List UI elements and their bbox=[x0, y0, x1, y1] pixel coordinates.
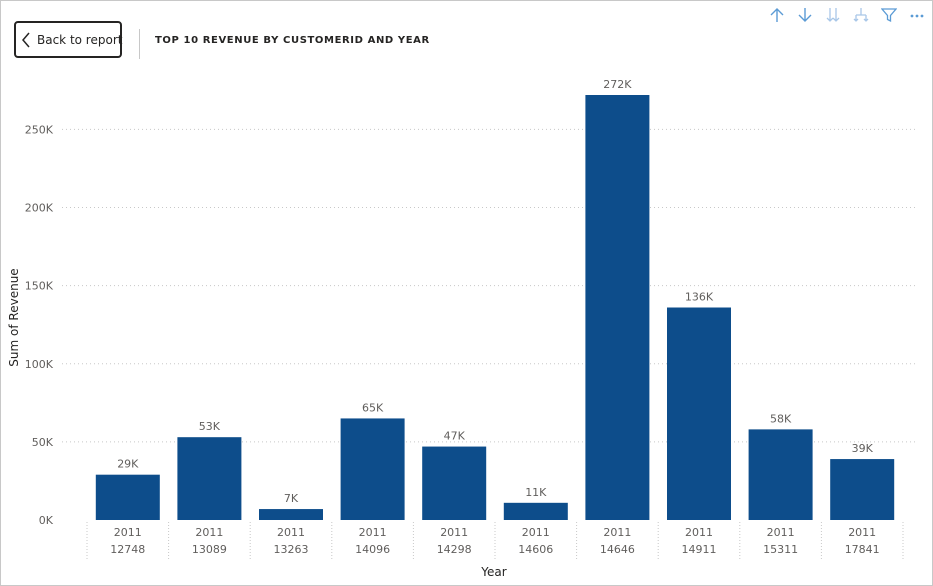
data-label: 47K bbox=[444, 430, 466, 443]
data-label: 11K bbox=[525, 486, 547, 499]
bar[interactable] bbox=[259, 509, 323, 520]
more-options-icon[interactable] bbox=[907, 5, 927, 25]
bar[interactable] bbox=[830, 459, 895, 520]
x-tick-label-customer: 14096 bbox=[355, 543, 390, 556]
data-label: 53K bbox=[199, 420, 221, 433]
bar[interactable] bbox=[503, 502, 568, 520]
visual-toolbar bbox=[759, 5, 927, 25]
visual-title: TOP 10 REVENUE BY CUSTOMERID AND YEAR bbox=[155, 35, 430, 46]
data-label: 65K bbox=[362, 401, 384, 414]
x-tick-label-year: 2011 bbox=[359, 526, 387, 539]
y-tick-label: 200K bbox=[25, 202, 54, 215]
x-tick-label-year: 2011 bbox=[114, 526, 142, 539]
x-tick-label-customer: 17841 bbox=[845, 543, 880, 556]
arrow-up-icon[interactable] bbox=[767, 5, 787, 25]
data-label: 39K bbox=[852, 442, 874, 455]
header-divider bbox=[139, 29, 140, 59]
bar[interactable] bbox=[667, 307, 731, 521]
y-tick-label: 250K bbox=[25, 123, 54, 136]
data-label: 58K bbox=[770, 412, 792, 425]
data-label: 7K bbox=[284, 492, 299, 505]
filter-icon[interactable] bbox=[879, 5, 899, 25]
arrow-down-icon[interactable] bbox=[795, 5, 815, 25]
x-tick-label-customer: 15311 bbox=[763, 543, 798, 556]
chevron-left-icon bbox=[21, 30, 31, 50]
expand-all-down-icon[interactable] bbox=[823, 5, 843, 25]
bar[interactable] bbox=[177, 437, 242, 520]
x-axis-title: Year bbox=[480, 565, 506, 579]
bar[interactable] bbox=[585, 95, 650, 520]
x-tick-label-customer: 12748 bbox=[110, 543, 145, 556]
back-to-report-button[interactable]: Back to report bbox=[14, 21, 122, 58]
x-tick-label-customer: 14606 bbox=[518, 543, 553, 556]
bar[interactable] bbox=[422, 446, 487, 520]
expand-hierarchy-icon[interactable] bbox=[851, 5, 871, 25]
x-tick-label-customer: 13263 bbox=[274, 543, 309, 556]
x-tick-label-customer: 14911 bbox=[682, 543, 717, 556]
y-tick-label: 0K bbox=[39, 514, 54, 527]
x-tick-label-customer: 14298 bbox=[437, 543, 472, 556]
y-tick-label: 150K bbox=[25, 280, 54, 293]
y-tick-label: 100K bbox=[25, 358, 54, 371]
y-axis-title: Sum of Revenue bbox=[7, 268, 21, 366]
x-tick-label-year: 2011 bbox=[603, 526, 631, 539]
x-tick-label-year: 2011 bbox=[277, 526, 305, 539]
x-tick-label-year: 2011 bbox=[848, 526, 876, 539]
back-to-report-label: Back to report bbox=[37, 32, 123, 47]
y-tick-label: 50K bbox=[32, 436, 54, 449]
x-tick-label-year: 2011 bbox=[685, 526, 713, 539]
x-tick-label-year: 2011 bbox=[195, 526, 223, 539]
bar[interactable] bbox=[748, 429, 813, 520]
x-tick-label-customer: 13089 bbox=[192, 543, 227, 556]
data-label: 29K bbox=[117, 458, 139, 471]
data-label: 272K bbox=[603, 78, 632, 91]
x-tick-label-year: 2011 bbox=[440, 526, 468, 539]
x-tick-label-year: 2011 bbox=[767, 526, 795, 539]
x-tick-label-year: 2011 bbox=[522, 526, 550, 539]
bar[interactable] bbox=[340, 418, 405, 520]
bar[interactable] bbox=[95, 474, 160, 520]
x-tick-label-customer: 14646 bbox=[600, 543, 635, 556]
data-label: 136K bbox=[685, 291, 714, 304]
